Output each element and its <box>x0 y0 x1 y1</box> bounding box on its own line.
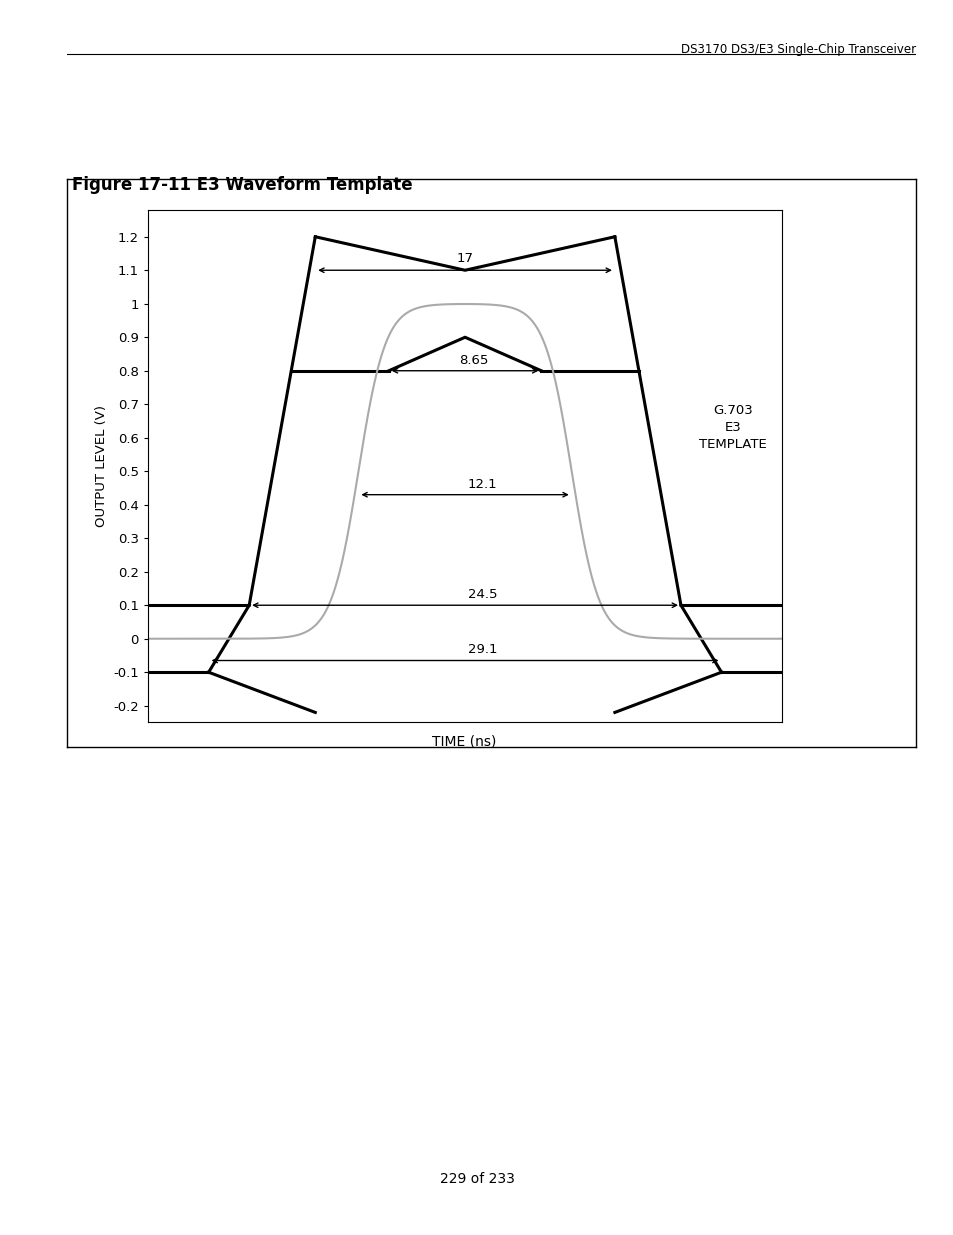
Text: Figure 17-11 E3 Waveform Template: Figure 17-11 E3 Waveform Template <box>71 175 412 194</box>
Text: 8.65: 8.65 <box>458 353 488 367</box>
Text: 12.1: 12.1 <box>467 478 497 490</box>
Text: DS3170 DS3/E3 Single-Chip Transceiver: DS3170 DS3/E3 Single-Chip Transceiver <box>680 43 915 57</box>
Text: 24.5: 24.5 <box>468 588 497 601</box>
Text: G.703
E3
TEMPLATE: G.703 E3 TEMPLATE <box>699 404 766 451</box>
Text: 229 of 233: 229 of 233 <box>439 1172 514 1186</box>
Text: 29.1: 29.1 <box>468 643 497 657</box>
Y-axis label: OUTPUT LEVEL (V): OUTPUT LEVEL (V) <box>94 405 108 527</box>
Text: 17: 17 <box>456 252 473 266</box>
Text: TIME (ns): TIME (ns) <box>432 735 497 748</box>
